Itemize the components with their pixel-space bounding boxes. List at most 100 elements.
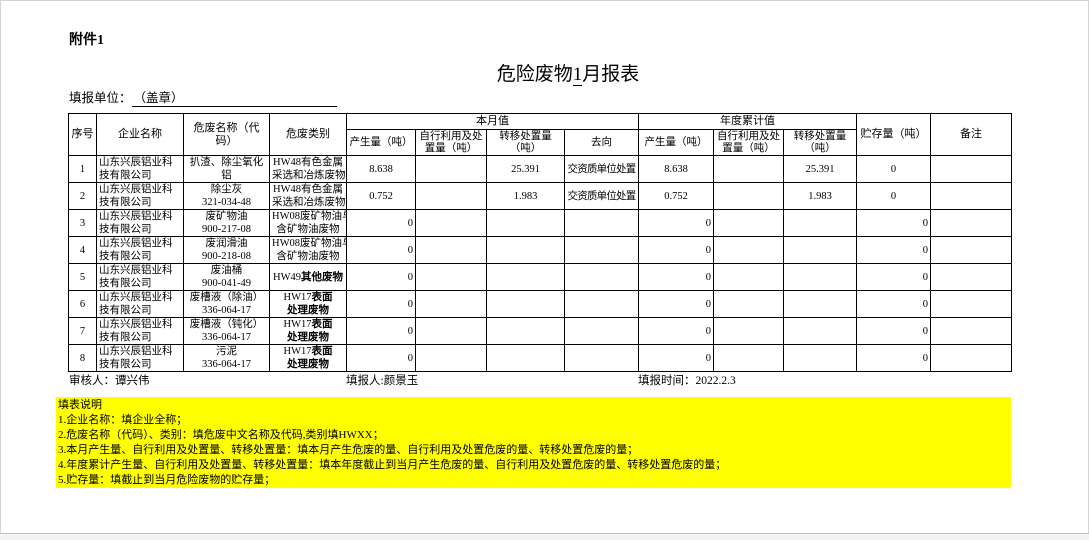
cell-transferred-year: [783, 290, 857, 318]
header-sub-row: 产生量（吨） 自行利用及处置量（吨） 转移处置量（吨） 去向 产生量（吨） 自行…: [69, 129, 1012, 156]
cell-destination: 交资质单位处置: [564, 182, 639, 210]
cell-self-disposed-year: [713, 236, 784, 264]
cell-remark: [930, 155, 1012, 183]
col-header-produced-year: 产生量（吨）: [638, 129, 714, 156]
cell-storage: 0: [856, 263, 931, 291]
col-header-transferred-year: 转移处置量（吨）: [783, 129, 857, 156]
cell-transferred: [486, 236, 565, 264]
cell-produced: 8.638: [346, 155, 416, 183]
cell-storage: 0: [856, 155, 931, 183]
note-item: 3.本月产生量、自行利用及处置量、转移处置量：填本月产生危废的量、自行利用及处置…: [58, 444, 639, 456]
cell-transferred: [486, 344, 565, 372]
cell-category: HW17表面 处理废物: [269, 344, 347, 372]
cell-produced-year: 0.752: [638, 182, 714, 210]
cell-produced: 0: [346, 263, 416, 291]
note-item: 2.危废名称（代码）、类别：填危废中文名称及代码,类别填HWXX；: [58, 429, 384, 441]
cell-destination: [564, 290, 639, 318]
cell-seq: 8: [68, 344, 97, 372]
cell-category: HW48有色金属 采选和冶炼废物: [269, 182, 347, 210]
cell-storage: 0: [856, 344, 931, 372]
col-header-transferred: 转移处置量（吨）: [486, 129, 565, 156]
cell-transferred: [486, 290, 565, 318]
cell-remark: [930, 236, 1012, 264]
cell-storage: 0: [856, 236, 931, 264]
cell-seq: 6: [68, 290, 97, 318]
cell-produced: 0: [346, 236, 416, 264]
reporting-unit-line: 填报单位： （盖章）: [69, 87, 337, 107]
table-row: 4 山东兴辰铝业科技有限公司 废润滑油 900-218-08 HW08废矿物油与含…: [68, 236, 1012, 264]
note-item: 5.贮存量：填截止到当月危险废物的贮存量；: [58, 474, 276, 486]
cell-company: 山东兴辰铝业科技有限公司: [96, 263, 184, 291]
cell-category: HW49其他废物: [269, 263, 347, 291]
reporting-unit-label: 填报单位：: [69, 91, 132, 105]
cell-remark: [930, 182, 1012, 210]
col-header-seq: 序号: [68, 113, 97, 156]
table-row: 6 山东兴辰铝业科技有限公司 废槽液（除油） 336-064-17 HW17表面处…: [68, 290, 1012, 318]
cell-company: 山东兴辰铝业科技有限公司: [96, 344, 184, 372]
cell-waste-name: 除尘灰 321-034-48: [183, 182, 270, 210]
cell-storage: 0: [856, 290, 931, 318]
cell-seq: 7: [68, 317, 97, 345]
cell-self-disposed-year: [713, 317, 784, 345]
cell-seq: 2: [68, 182, 97, 210]
cell-transferred: [486, 209, 565, 237]
cell-destination: [564, 344, 639, 372]
cell-destination: [564, 236, 639, 264]
cell-produced: 0.752: [346, 182, 416, 210]
preparer: 填报人:颜景玉: [346, 375, 419, 387]
cell-company: 山东兴辰铝业科技有限公司: [96, 290, 184, 318]
cell-company: 山东兴辰铝业科技有限公司: [96, 209, 184, 237]
cell-remark: [930, 317, 1012, 345]
cell-remark: [930, 263, 1012, 291]
cell-transferred-year: 1.983: [783, 182, 857, 210]
page-bottom-margin: [0, 533, 1089, 540]
attachment-label: 附件1: [69, 33, 104, 48]
cell-self-disposed: [415, 209, 487, 237]
cell-destination: [564, 209, 639, 237]
report-date: 填报时间：2022.2.3: [638, 375, 736, 387]
cell-company: 山东兴辰铝业科技有限公司: [96, 182, 184, 210]
table-row: 1 山东兴辰铝业科技有限公司 扒渣、除尘氧化铝 HW48有色金属 采选和冶炼废物 …: [68, 155, 1012, 183]
cell-waste-name: 污泥 336-064-17: [183, 344, 270, 372]
cell-waste-name: 废油桶 900-041-49: [183, 263, 270, 291]
cell-transferred: [486, 317, 565, 345]
cell-waste-name: 扒渣、除尘氧化铝: [183, 155, 270, 183]
cell-storage: 0: [856, 209, 931, 237]
cell-self-disposed: [415, 182, 487, 210]
cell-self-disposed-year: [713, 182, 784, 210]
cell-produced-year: 0: [638, 209, 714, 237]
table-row: 3 山东兴辰铝业科技有限公司 废矿物油 900-217-08 HW08废矿物油与含…: [68, 209, 1012, 237]
cell-company: 山东兴辰铝业科技有限公司: [96, 236, 184, 264]
cell-storage: 0: [856, 182, 931, 210]
fill-instructions: 填表说明 1.企业名称：填企业全称； 2.危废名称（代码）、类别：填危废中文名称…: [56, 397, 1011, 488]
col-header-storage: 贮存量（吨）: [856, 113, 931, 156]
table-row: 8 山东兴辰铝业科技有限公司 污泥 336-064-17 HW17表面 处理废物 0…: [68, 344, 1012, 372]
cell-seq: 4: [68, 236, 97, 264]
cell-self-disposed-year: [713, 155, 784, 183]
cell-produced-year: 0: [638, 263, 714, 291]
table-row: 5 山东兴辰铝业科技有限公司 废油桶 900-041-49 HW49其他废物 0 …: [68, 263, 1012, 291]
cell-transferred-year: [783, 263, 857, 291]
cell-produced: 0: [346, 209, 416, 237]
cell-transferred-year: 25.391: [783, 155, 857, 183]
note-item: 4.年度累计产生量、自行利用及处置量、转移处置量：填本年度截止到当月产生危废的量…: [58, 459, 727, 471]
cell-transferred: 25.391: [486, 155, 565, 183]
cell-transferred: [486, 263, 565, 291]
title-month-number: 1: [572, 64, 583, 86]
cell-self-disposed-year: [713, 263, 784, 291]
cell-category: HW08废矿物油与 含矿物油废物: [269, 236, 347, 264]
cell-remark: [930, 344, 1012, 372]
cell-destination: [564, 263, 639, 291]
col-header-self-disposed-year: 自行利用及处置量（吨）: [713, 129, 784, 156]
header-group-row: 序号 企业名称 危废名称（代码） 危废类别 本月值 年度累计值 贮存量（吨） 备…: [68, 113, 1012, 156]
cell-company: 山东兴辰铝业科技有限公司: [96, 317, 184, 345]
cell-self-disposed: [415, 155, 487, 183]
hazardous-waste-table: 序号 企业名称 危废名称（代码） 危废类别 本月值 年度累计值 贮存量（吨） 备…: [68, 113, 1012, 372]
cell-waste-name: 废矿物油 900-217-08: [183, 209, 270, 237]
table-row: 7 山东兴辰铝业科技有限公司 废槽液（钝化） 336-064-17 HW17表面处…: [68, 317, 1012, 345]
cell-self-disposed: [415, 344, 487, 372]
col-header-self-disposed: 自行利用及处置量（吨）: [415, 129, 487, 156]
col-header-company: 企业名称: [96, 113, 184, 156]
cell-destination: 交资质单位处置: [564, 155, 639, 183]
cell-produced: 0: [346, 290, 416, 318]
